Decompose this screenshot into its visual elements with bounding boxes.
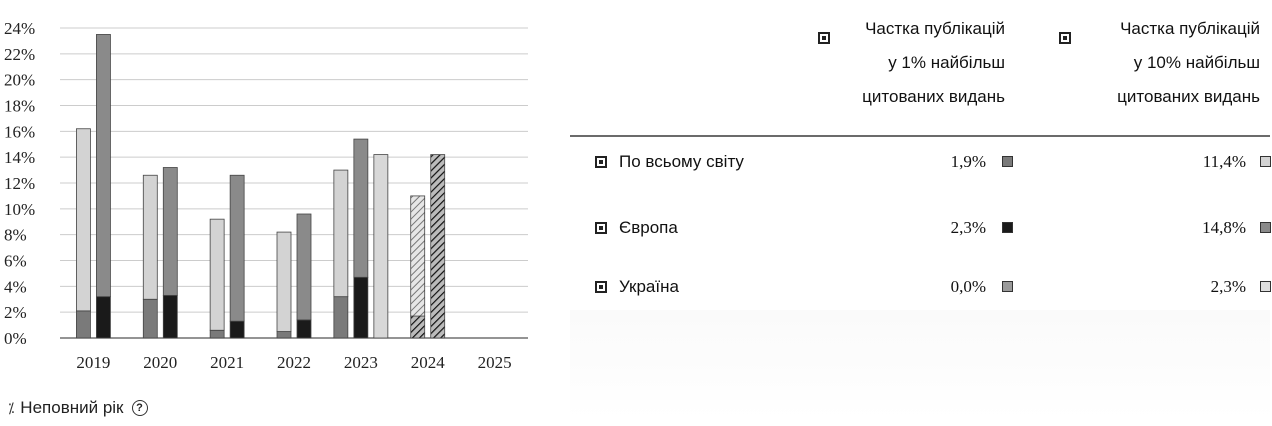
bar-segment[interactable] xyxy=(410,195,426,317)
column-header-top1: Частка публікацій у 1% найбільш цитовани… xyxy=(810,12,1005,114)
value-top1: 2,3% xyxy=(950,218,986,237)
bar-segment[interactable] xyxy=(296,213,312,321)
row-label: По всьому світу xyxy=(619,152,744,171)
column-header-line: Частка публікацій xyxy=(865,19,1005,38)
bar-segment[interactable] xyxy=(96,34,111,298)
y-tick-label: 16% xyxy=(4,122,35,141)
value-top10: 2,3% xyxy=(1210,277,1246,296)
column-header-line: у 10% найбільш xyxy=(1133,53,1260,72)
bar-segment[interactable] xyxy=(76,128,91,312)
bar-segment[interactable] xyxy=(142,298,158,339)
x-tick-label: 2023 xyxy=(344,353,378,372)
y-tick-label: 2% xyxy=(4,303,27,322)
value-swatch xyxy=(1002,281,1013,292)
y-tick-label: 8% xyxy=(4,226,27,245)
value-swatch xyxy=(1260,156,1271,167)
value-swatch xyxy=(1002,156,1013,167)
y-tick-label: 22% xyxy=(4,45,35,64)
bar-segment[interactable] xyxy=(209,329,225,339)
column-header-line: у 1% найбільш xyxy=(888,53,1005,72)
value-swatch xyxy=(1002,222,1013,233)
row-label: Європа xyxy=(619,218,678,237)
bar-segment[interactable] xyxy=(162,167,178,296)
y-tick-label: 12% xyxy=(4,174,35,193)
bar-segment[interactable] xyxy=(410,315,426,339)
bar-segment[interactable] xyxy=(276,231,292,332)
bar-segment[interactable] xyxy=(333,169,349,298)
legend-box-icon xyxy=(1059,32,1071,44)
question-circle-icon[interactable]: ? xyxy=(131,400,148,416)
x-tick-label: 2024 xyxy=(411,353,446,372)
bar-chart: 0%2%4%6%8%10%12%14%16%18%20%22%24% 2019 2… xyxy=(4,19,528,372)
value-top10: 11,4% xyxy=(1202,152,1246,171)
y-tick-label: 10% xyxy=(4,200,35,219)
hatched-stripes-icon: ⁒ xyxy=(8,399,15,416)
y-axis-ticks: 0% 2% 4% 6% 8% 10% 12% 14% 16% 18% 20% 22% 24% xyxy=(4,19,35,348)
bar-segment[interactable] xyxy=(333,296,349,339)
bar-segment[interactable] xyxy=(296,319,312,339)
value-top10: 14,8% xyxy=(1202,218,1246,237)
column-header-line: цитованих видань xyxy=(862,87,1005,106)
bar-segment[interactable] xyxy=(142,174,158,300)
legend-box-icon xyxy=(818,32,830,44)
bar-segment[interactable] xyxy=(353,276,369,339)
y-tick-label: 0% xyxy=(4,329,27,348)
bars xyxy=(76,34,446,339)
bar-segment[interactable] xyxy=(430,154,446,339)
row-label: Україна xyxy=(619,277,679,296)
x-tick-label: 2025 xyxy=(478,353,512,372)
table-row: Європа 2,3% 14,8% xyxy=(570,218,1271,248)
column-header-line: цитованих видань xyxy=(1117,87,1260,106)
bar-segment[interactable] xyxy=(96,296,111,339)
table-row: По всьому світу 1,9% 11,4% xyxy=(570,152,1271,182)
value-top1: 1,9% xyxy=(950,152,986,171)
table-row: Україна 0,0% 2,3% xyxy=(570,277,1271,307)
value-top1: 0,0% xyxy=(950,277,986,296)
x-tick-label: 2019 xyxy=(76,353,110,372)
incomplete-year-note: ⁒ Неповний рік ? xyxy=(8,398,148,418)
column-header-line: Частка публікацій xyxy=(1120,19,1260,38)
value-swatch xyxy=(1260,222,1271,233)
bar-segment[interactable] xyxy=(76,310,91,339)
bar-segment[interactable] xyxy=(229,320,245,339)
x-tick-label: 2021 xyxy=(210,353,244,372)
legend-box-icon[interactable] xyxy=(595,281,607,293)
bar-segment[interactable] xyxy=(209,218,225,331)
bar-segment[interactable] xyxy=(229,174,245,322)
gridlines xyxy=(60,27,528,339)
column-header-top10: Частка публікацій у 10% найбільш цитован… xyxy=(1055,12,1260,114)
incomplete-year-label: Неповний рік xyxy=(20,398,124,417)
faded-area xyxy=(570,310,1270,420)
x-tick-label: 2022 xyxy=(277,353,311,372)
y-tick-label: 4% xyxy=(4,277,27,296)
y-tick-label: 20% xyxy=(4,71,35,90)
y-tick-label: 6% xyxy=(4,252,27,271)
value-swatch xyxy=(1260,281,1271,292)
y-tick-label: 14% xyxy=(4,148,35,167)
x-axis-ticks: 2019 2020 2021 2022 2023 2024 2025 xyxy=(76,353,511,372)
legend-box-icon[interactable] xyxy=(595,222,607,234)
bar-segment[interactable] xyxy=(162,294,178,339)
citation-share-table: Частка публікацій у 1% найбільш цитовани… xyxy=(570,0,1271,426)
legend-box-icon[interactable] xyxy=(595,156,607,168)
y-tick-label: 24% xyxy=(4,19,35,38)
x-tick-label: 2020 xyxy=(143,353,177,372)
bar-segment[interactable] xyxy=(276,331,292,339)
header-divider xyxy=(570,135,1270,137)
bar-segment[interactable] xyxy=(353,138,369,278)
bar-segment[interactable] xyxy=(373,154,389,339)
y-tick-label: 18% xyxy=(4,97,35,116)
